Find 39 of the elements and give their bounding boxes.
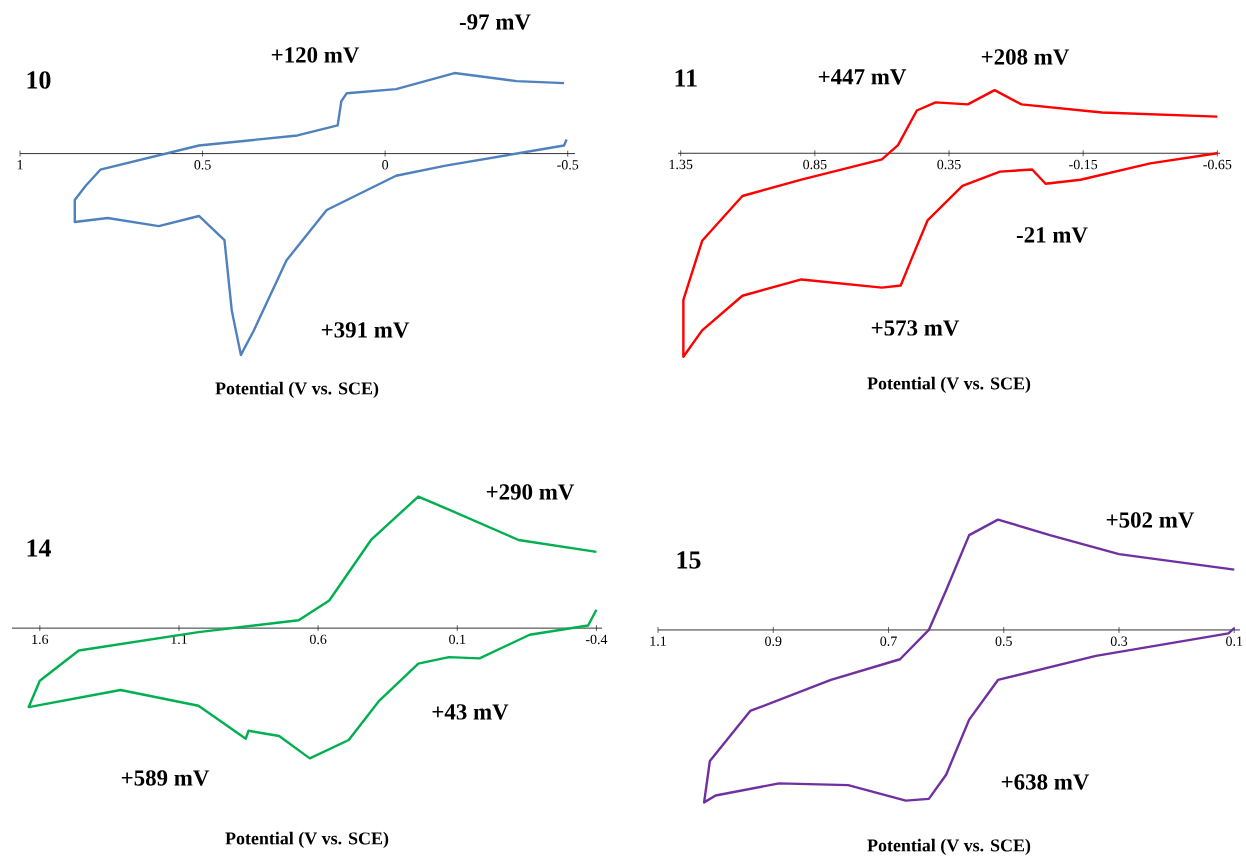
x-tick-label: 1 <box>17 160 23 170</box>
x-tick-label: 0.1 <box>1226 636 1243 646</box>
x-tick-label: 0.1 <box>449 634 466 645</box>
x-tick-label: 0.35 <box>937 159 961 170</box>
text: 15 <box>677 551 701 569</box>
text: 14 <box>27 539 51 557</box>
x-tick-label: 0.9 <box>765 636 782 646</box>
text: -97 mV <box>459 14 531 30</box>
x-tick-label: 1.6 <box>32 634 49 645</box>
chart-title: 11 <box>675 69 697 87</box>
x-axis-title: Potential (V vs. SCE) <box>225 831 389 849</box>
x-tick-label: 0.5 <box>194 160 211 170</box>
x-tick-label: 1.35 <box>669 159 693 170</box>
x-tick-label: 0 <box>382 160 389 170</box>
annotation: +391 mV <box>321 322 410 338</box>
annotation: +638 mV <box>1001 774 1090 790</box>
x-tick-label: -0.15 <box>1069 159 1098 170</box>
x-axis-title: Potential (V vs. SCE) <box>215 381 379 399</box>
text: +120 mV <box>271 47 360 63</box>
text: +447 mV <box>818 69 907 85</box>
x-axis-title: Potential (V vs. SCE) <box>867 376 1031 394</box>
annotation: -21 mV <box>1016 227 1088 243</box>
x-tick-label: 0.7 <box>880 636 897 646</box>
text: +208 mV <box>981 49 1070 65</box>
x-tick-label: -0.65 <box>1203 159 1232 170</box>
chart-title: 10 <box>27 71 51 89</box>
x-axis-title: Potential (V vs. SCE) <box>867 838 1031 856</box>
annotation: +573 mV <box>871 320 960 336</box>
x-tick-label: -0.4 <box>585 634 608 645</box>
annotation: +290 mV <box>486 484 575 500</box>
x-tick-label: 0.5 <box>995 636 1012 646</box>
x-tick-label: 0.3 <box>1110 636 1128 646</box>
x-tick-label: 0.85 <box>803 159 827 170</box>
annotation: +502 mV <box>1106 512 1195 528</box>
text: +589 mV <box>121 770 210 786</box>
x-tick-label: 0.6 <box>309 634 327 645</box>
x-tick-label: 1.1 <box>650 636 666 646</box>
annotation: +43 mV <box>432 704 509 720</box>
x-tick-label: -0.5 <box>557 160 579 170</box>
